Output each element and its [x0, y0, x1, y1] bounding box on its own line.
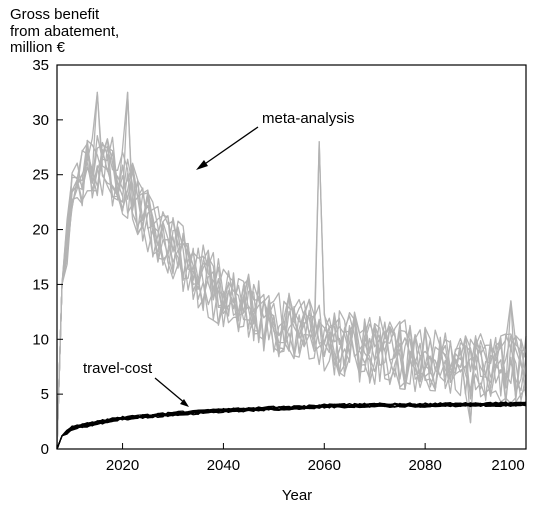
series-line-meta-analysis-5 — [56, 139, 527, 450]
axes-layer: 0 5 10 15 20 25 30 35 2020 2040 2060 2080 2100 — [32, 57, 527, 474]
y-axis-label-line-2: from abatement, — [10, 23, 119, 40]
series-line-travel-cost-10 — [56, 401, 527, 450]
y-axis-label-line-1: Gross benefit — [10, 6, 100, 23]
series-line-meta-analysis-9 — [56, 146, 527, 450]
annotation-arrow-meta — [198, 126, 259, 169]
series-line-meta-analysis-2 — [56, 91, 527, 450]
annotation-arrow-travel — [154, 377, 187, 405]
y-tick-label: 35 — [32, 57, 49, 74]
y-tick-label: 10 — [32, 331, 49, 348]
annotation-arrowhead-travel — [180, 399, 189, 407]
x-axis-label: Year — [282, 487, 312, 504]
y-tick-label: 20 — [32, 222, 49, 239]
y-tick-label: 30 — [32, 112, 49, 129]
series-line-meta-analysis-8 — [56, 141, 527, 450]
series-layer — [56, 91, 527, 450]
y-axis-label-line-3: million € — [10, 39, 66, 56]
series-line-meta-analysis-10 — [56, 139, 527, 450]
x-tick-label: 2080 — [408, 457, 441, 474]
x-tick-label: 2100 — [491, 457, 524, 474]
y-tick-label: 15 — [32, 276, 49, 293]
x-tick-label: 2060 — [308, 457, 341, 474]
annotation-meta-analysis: meta-analysis — [262, 110, 355, 127]
series-line-meta-analysis-6 — [56, 91, 527, 450]
series-line-meta-analysis-3 — [56, 136, 527, 450]
y-tick-label: 0 — [41, 441, 49, 458]
x-tick-label: 2040 — [207, 457, 240, 474]
y-tick-label: 25 — [32, 167, 49, 184]
plot-frame — [56, 64, 527, 450]
series-line-travel-cost-12 — [56, 401, 527, 450]
series-line-meta-analysis-1 — [56, 91, 527, 450]
annotation-travel-cost: travel-cost — [83, 360, 153, 377]
annotation-arrowhead-meta — [196, 160, 208, 170]
y-tick-label: 5 — [41, 386, 49, 403]
x-tick-label: 2020 — [106, 457, 139, 474]
series-line-meta-analysis-7 — [56, 91, 527, 450]
